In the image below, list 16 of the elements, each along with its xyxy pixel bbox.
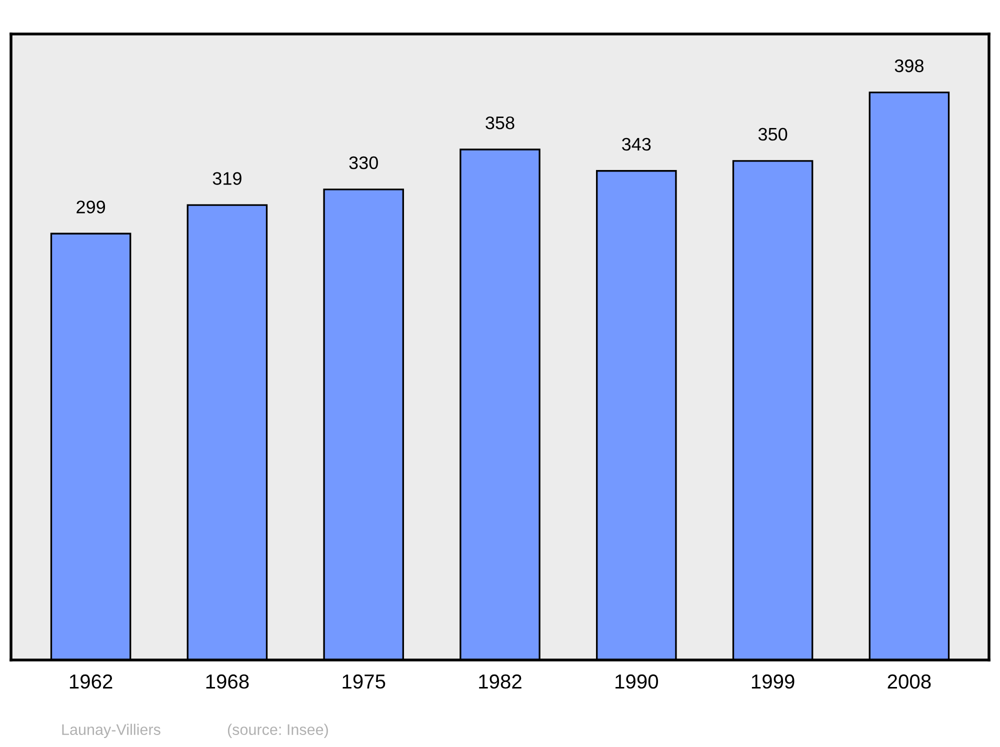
data-label: 343 (622, 138, 651, 151)
text: (source: Insee) (228, 724, 328, 738)
data-label: 358 (486, 116, 514, 130)
x-tick-label: 2008 (888, 674, 931, 689)
x-tick-label: 1968 (206, 674, 249, 689)
x-tick-label: 1962 (70, 674, 112, 689)
data-label: 398 (894, 59, 924, 72)
x-tick-label: 1999 (752, 674, 794, 689)
text: Launay-Villiers (62, 724, 160, 738)
data-label: 319 (212, 172, 242, 185)
data-label: 330 (349, 156, 378, 170)
data-label: 299 (76, 200, 106, 214)
x-tick-label: 1975 (342, 674, 386, 689)
data-label: 350 (758, 128, 788, 141)
x-tick-label: 1990 (616, 674, 658, 689)
x-tick-label: 1982 (479, 674, 522, 689)
